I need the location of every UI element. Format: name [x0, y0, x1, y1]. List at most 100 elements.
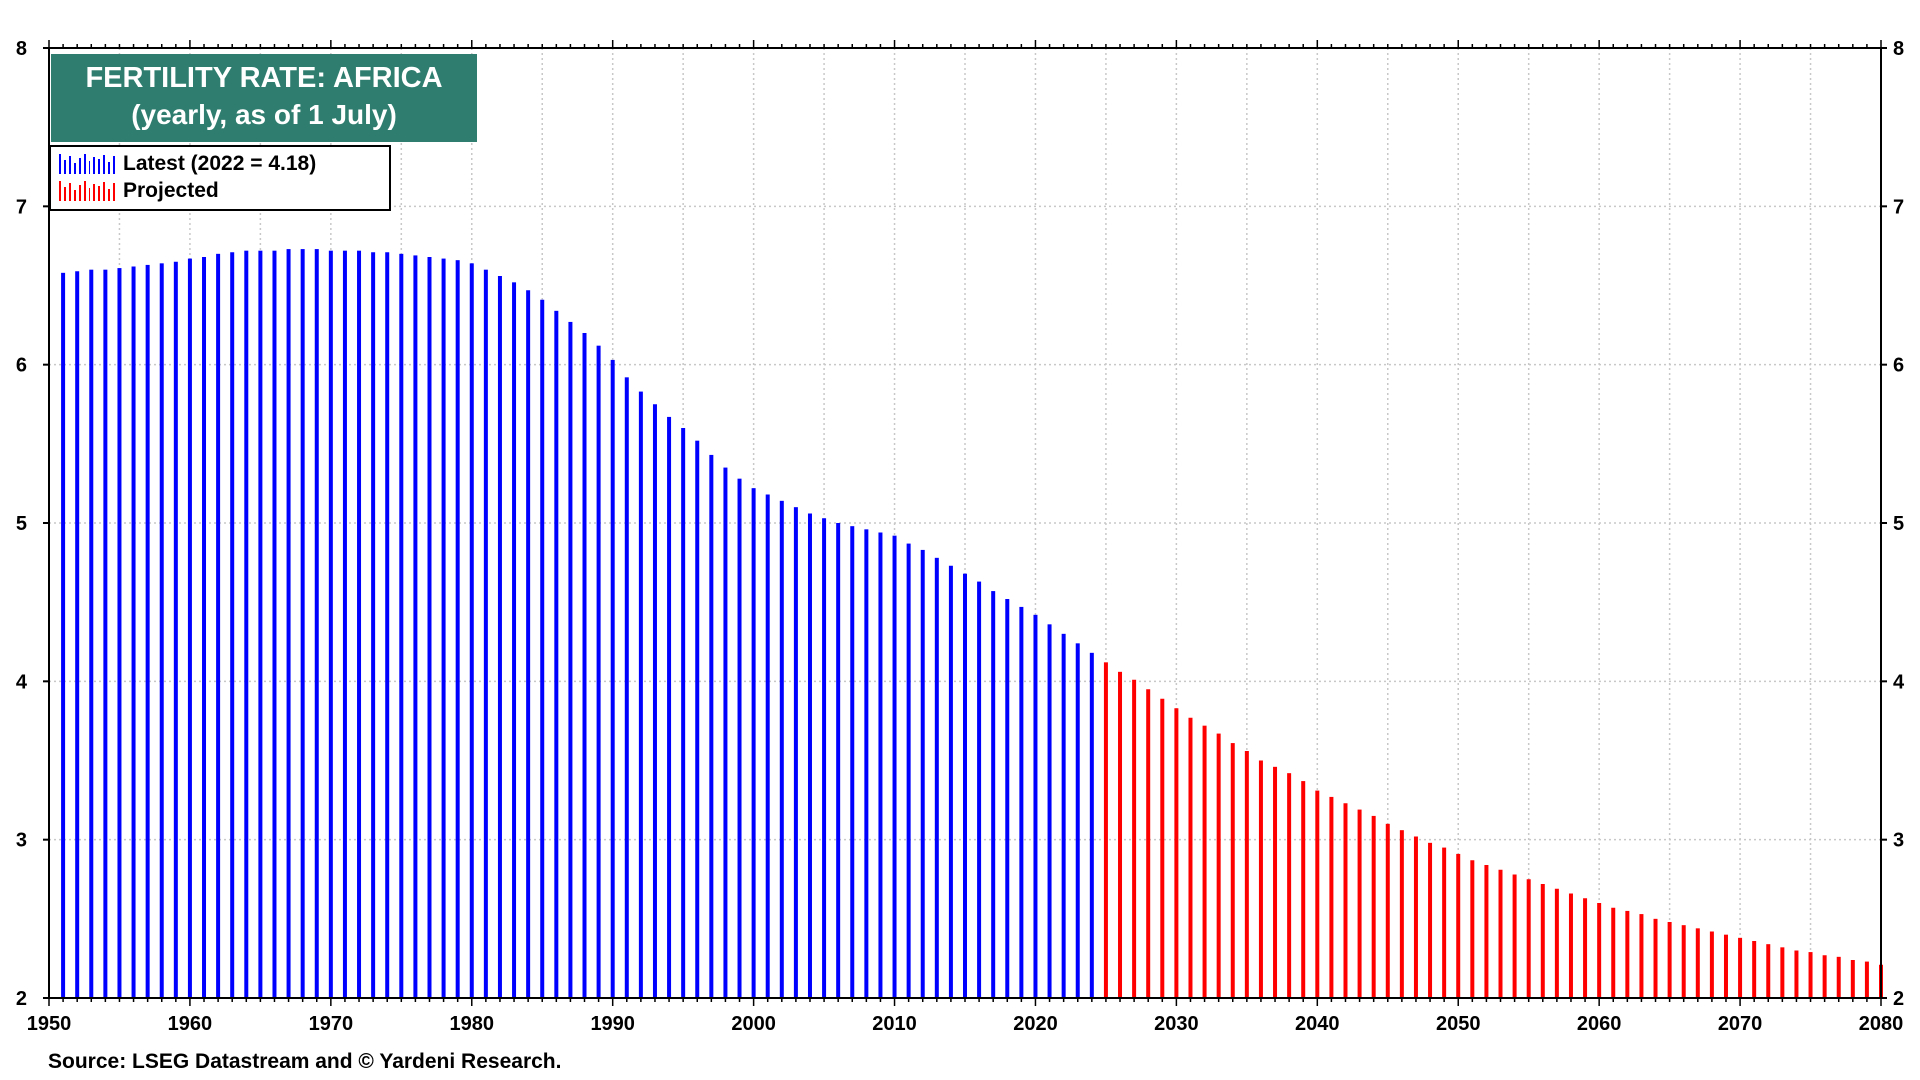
bar-projected — [1723, 934, 1728, 998]
bar-projected — [1315, 790, 1320, 998]
bar-projected — [1202, 725, 1207, 998]
legend-swatch-bar — [93, 184, 96, 201]
legend-swatch-bar — [68, 183, 71, 201]
legend-swatch-bar — [63, 187, 66, 201]
legend-swatch-bar — [59, 181, 61, 201]
bar-projected — [1540, 884, 1545, 998]
chart-title-box: FERTILITY RATE: AFRICA (yearly, as of 1 … — [51, 54, 477, 142]
bar-latest — [793, 507, 798, 998]
x-tick-label: 1960 — [168, 1013, 213, 1035]
bar-latest — [878, 532, 883, 998]
bar-latest — [216, 253, 221, 999]
y-tick-label-left: 3 — [16, 830, 27, 852]
legend-item-projected: Projected — [59, 178, 219, 204]
bar-projected — [1864, 961, 1869, 998]
bar-latest — [624, 377, 629, 998]
bar-latest — [554, 310, 559, 998]
bar-latest — [681, 428, 686, 998]
bar-projected — [1216, 733, 1221, 998]
bar-projected — [1695, 928, 1700, 998]
bar-latest — [596, 345, 601, 999]
bar-projected — [1526, 879, 1531, 998]
bar-latest — [286, 249, 291, 999]
bar-latest — [61, 272, 66, 998]
bar-latest — [1061, 633, 1066, 998]
bar-latest — [695, 440, 700, 999]
bar-latest — [385, 252, 390, 998]
bar-latest — [145, 264, 150, 999]
bar-projected — [1188, 717, 1193, 998]
tick-labels-layer: 2 2 3 3 4 4 5 5 6 6 7 7 8 8 1950 1960 1970 1980 1990 2000 20… — [16, 38, 1905, 1035]
legend-swatch-bar — [83, 154, 86, 174]
y-tick-label-left: 4 — [16, 671, 28, 693]
bar-projected — [1442, 847, 1447, 998]
bar-projected — [1160, 698, 1165, 998]
bar-latest — [357, 250, 362, 998]
bar-latest — [202, 257, 207, 998]
x-tick-label: 2080 — [1859, 1013, 1904, 1035]
chart-subtitle: (yearly, as of 1 July) — [131, 99, 397, 130]
legend-swatch-bar — [59, 154, 61, 174]
bar-latest — [244, 250, 249, 998]
bar-latest — [441, 258, 446, 998]
bar-projected — [1385, 823, 1390, 998]
legend-swatch-bar — [63, 160, 66, 174]
y-tick-label-left: 2 — [16, 988, 27, 1010]
y-tick-label-right: 4 — [1893, 671, 1905, 693]
bar-latest — [751, 488, 756, 998]
legend-swatch-bar — [103, 182, 106, 201]
y-tick-label-right: 8 — [1893, 38, 1904, 60]
bar-projected — [1413, 836, 1418, 998]
bar-latest — [314, 249, 319, 999]
bar-latest — [497, 276, 502, 998]
x-tick-label: 2050 — [1436, 1013, 1481, 1035]
bar-projected — [1456, 853, 1461, 998]
bar-latest — [427, 257, 432, 998]
x-tick-label: 2010 — [872, 1013, 917, 1035]
bar-projected — [1808, 952, 1813, 998]
bar-latest — [652, 404, 657, 998]
bar-latest — [807, 513, 812, 998]
bar-projected — [1512, 874, 1517, 998]
x-tick-label: 2030 — [1154, 1013, 1199, 1035]
bar-latest — [540, 299, 545, 998]
bar-latest — [187, 258, 192, 998]
bar-latest — [1019, 606, 1024, 998]
legend-swatch-bar — [108, 162, 111, 174]
y-tick-label-left: 8 — [16, 38, 27, 60]
bar-projected — [1583, 898, 1588, 998]
bar-latest — [836, 523, 841, 998]
bar-projected — [1653, 918, 1658, 998]
bar-projected — [1146, 689, 1151, 998]
bar-projected — [1399, 830, 1404, 998]
legend-swatch-latest — [59, 154, 116, 174]
bar-projected — [1709, 931, 1714, 998]
bar-projected — [1836, 956, 1841, 998]
y-tick-label-right: 3 — [1893, 830, 1904, 852]
bar-latest — [230, 252, 235, 998]
y-tick-label-left: 5 — [16, 513, 27, 535]
bar-latest — [892, 535, 897, 998]
bar-projected — [1174, 708, 1179, 998]
bar-projected — [1470, 860, 1475, 998]
bar-latest — [173, 261, 178, 998]
legend-label-projected: Projected — [123, 179, 219, 202]
legend-item-latest: Latest (2022 = 4.18) — [59, 151, 316, 177]
bar-latest — [1005, 599, 1010, 998]
bar-projected — [1667, 922, 1672, 998]
bar-projected — [1597, 903, 1602, 998]
bar-latest — [948, 565, 953, 998]
bar-projected — [1554, 888, 1559, 998]
bar-latest — [667, 416, 672, 999]
bars-layer — [61, 249, 1883, 999]
bar-latest — [709, 454, 714, 999]
bar-latest — [131, 266, 136, 998]
bar-latest — [765, 494, 770, 998]
legend-swatch-bar — [113, 156, 116, 174]
bar-projected — [1568, 893, 1573, 998]
bar-projected — [1301, 781, 1306, 998]
legend-swatch-bar — [108, 189, 111, 201]
y-tick-label-left: 6 — [16, 355, 27, 377]
bar-latest — [399, 253, 404, 999]
